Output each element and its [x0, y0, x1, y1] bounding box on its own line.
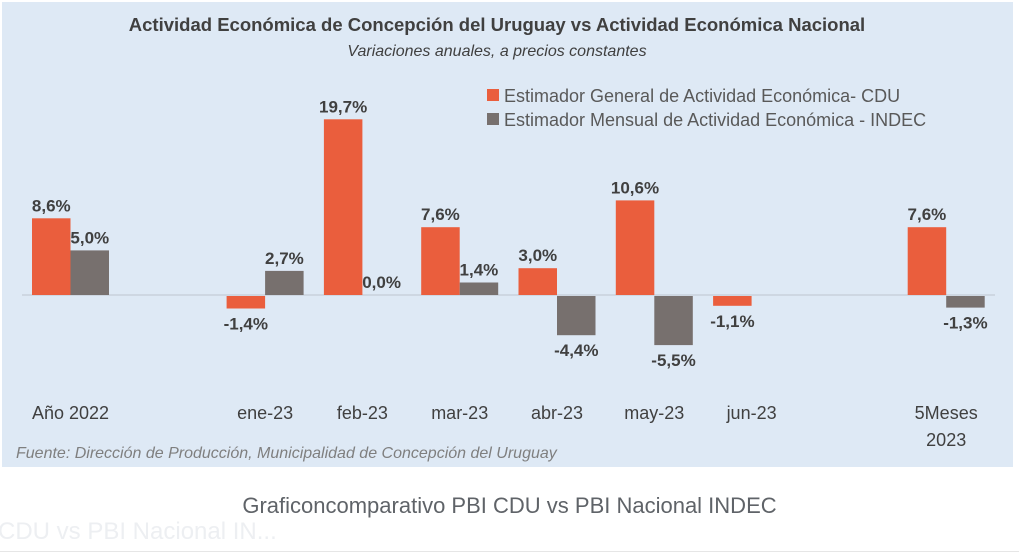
data-label-indec-feb-23: 0,0%: [362, 273, 401, 292]
data-label-indec-5meses-2023: -1,3%: [943, 314, 987, 333]
bar-cdu-5meses-2023: [907, 227, 947, 295]
chart-title: Actividad Económica de Concepción del Ur…: [129, 14, 865, 35]
data-label-indec-ene-23: 2,7%: [265, 249, 304, 268]
x-axis-tick-labels: Año 2022 ene-23 feb-23 mar-23 abr-23 may-23 ju…: [32, 403, 978, 450]
data-label-cdu-a-o-2022: 8,6%: [32, 196, 71, 215]
bar-chart: Actividad Económica de Concepción del Ur…: [16, 14, 995, 462]
source-note: Fuente: Dirección de Producción, Municip…: [16, 445, 558, 462]
image-caption: Graficoncomparativo PBI CDU vs PBI Nacio…: [242, 493, 777, 518]
legend-label-cdu: Estimador General de Actividad Económica…: [504, 86, 900, 106]
bar-indec-ene-23: [265, 270, 304, 295]
bar-indec-5meses-2023: [946, 296, 985, 308]
data-label-cdu-mar-23: 7,6%: [421, 205, 460, 224]
x-tick-label-5meses-2023: 5Meses: [915, 403, 978, 423]
data-label-cdu-ene-23: -1,4%: [224, 315, 268, 334]
x-tick-label-mar-23: mar-23: [431, 403, 488, 423]
background-thumbnail-caption: CDU vs PBI Nacional IN...: [0, 518, 277, 545]
bar-cdu-feb-23: [323, 119, 363, 295]
x-tick-label-feb-23: feb-23: [337, 403, 388, 423]
divider: [0, 551, 1019, 552]
bar-cdu-jun-23: [713, 296, 752, 306]
bar-cdu-mar-23: [421, 227, 460, 295]
legend-swatch-indec: [487, 113, 499, 125]
legend-label-indec: Estimador Mensual de Actividad Económica…: [504, 110, 926, 130]
bar-cdu-ene-23: [226, 296, 266, 309]
bar-indec-mar-23: [459, 282, 499, 295]
x-tick-label-a-o-2022: Año 2022: [32, 403, 109, 423]
data-label-indec-a-o-2022: 5,0%: [70, 228, 109, 247]
x-tick-label-ene-23: ene-23: [237, 403, 293, 423]
legend: Estimador General de Actividad Económica…: [487, 86, 926, 130]
bar-cdu-a-o-2022: [32, 218, 71, 295]
bar-indec-a-o-2022: [70, 250, 109, 295]
bar-indec-abr-23: [557, 296, 596, 336]
x-tick-label-may-23: may-23: [624, 403, 684, 423]
data-label-cdu-abr-23: 3,0%: [518, 246, 557, 265]
data-label-cdu-jun-23: -1,1%: [710, 312, 754, 331]
x-tick-label-5meses-2023-line2: 2023: [926, 430, 966, 450]
data-label-cdu-feb-23: 19,7%: [319, 97, 367, 116]
bar-indec-may-23: [654, 296, 693, 346]
legend-swatch-cdu: [487, 89, 499, 101]
bar-cdu-may-23: [615, 200, 655, 295]
data-label-cdu-may-23: 10,6%: [611, 178, 659, 197]
data-label-indec-may-23: -5,5%: [651, 351, 695, 370]
data-labels-group: 8,6% 5,0% -1,4% 2,7% 19,7% 0,0% 7,6% 1,4% 3,0% -4…: [32, 97, 988, 370]
bars-group: [32, 119, 985, 346]
x-tick-label-jun-23: jun-23: [726, 403, 777, 423]
chart-subtitle: Variaciones anuales, a precios constante…: [347, 43, 646, 60]
data-label-indec-mar-23: 1,4%: [460, 261, 499, 280]
bar-cdu-abr-23: [518, 268, 557, 295]
x-tick-label-abr-23: abr-23: [531, 403, 583, 423]
data-label-indec-abr-23: -4,4%: [554, 341, 598, 360]
data-label-cdu-5meses-2023: 7,6%: [908, 205, 947, 224]
chart-panel: [2, 2, 1013, 467]
